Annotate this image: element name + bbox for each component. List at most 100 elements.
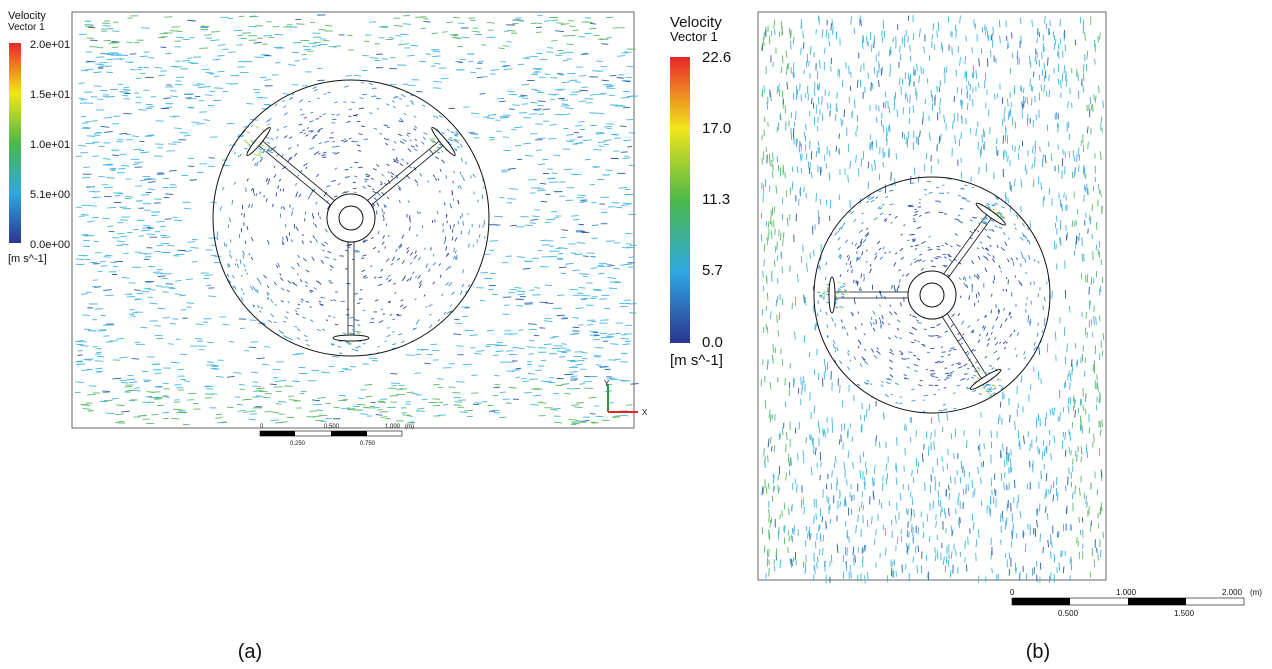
vector: [1049, 188, 1050, 194]
vector: [1080, 426, 1081, 432]
vector: [1025, 97, 1026, 102]
legend-tick: 0.0e+00: [30, 239, 70, 251]
vector: [1089, 287, 1090, 295]
vector: [937, 86, 938, 92]
vector: [115, 414, 123, 415]
vector: [531, 89, 537, 90]
vector: [273, 369, 281, 370]
vector: [1039, 75, 1040, 80]
vector: [553, 308, 562, 309]
vector: [616, 333, 621, 334]
vector: [963, 278, 964, 280]
vector: [574, 132, 579, 133]
vector: [997, 138, 998, 144]
vector: [521, 98, 528, 99]
vector: [935, 547, 936, 553]
vector: [1042, 52, 1043, 59]
vector: [829, 173, 830, 181]
vector: [856, 327, 857, 330]
blade: [333, 335, 369, 341]
vector: [537, 105, 543, 106]
vector: [854, 100, 855, 108]
vector: [791, 132, 792, 140]
vector: [575, 82, 581, 83]
vector: [954, 453, 955, 459]
vector: [162, 292, 169, 293]
vector: [1038, 293, 1039, 297]
vector: [139, 141, 144, 142]
vector: [345, 250, 347, 251]
page: {"panel_a": {"legend": {"title": "Veloci…: [0, 0, 1272, 669]
vector: [559, 98, 565, 99]
vector: [975, 362, 977, 363]
vector: [825, 431, 826, 437]
vector: [412, 394, 419, 395]
vector: [535, 72, 541, 73]
vector: [147, 189, 154, 190]
vector: [503, 150, 510, 151]
vector: [1004, 460, 1005, 467]
vector: [814, 446, 815, 454]
vector: [84, 329, 91, 330]
vector: [849, 536, 850, 543]
vector: [585, 159, 591, 160]
vector: [976, 128, 977, 136]
vector: [557, 351, 565, 352]
vector: [770, 90, 771, 98]
vector: [164, 17, 172, 18]
vector: [916, 91, 917, 100]
vector: [866, 468, 867, 474]
vector: [1006, 36, 1007, 41]
vector: [975, 274, 976, 276]
vector: [992, 34, 993, 40]
vector: [782, 359, 783, 366]
vector: [1038, 371, 1039, 380]
vector: [572, 388, 580, 389]
vector: [883, 148, 884, 153]
vector: [924, 444, 925, 449]
vector: [1063, 149, 1064, 155]
vector: [900, 46, 901, 52]
vector: [1012, 145, 1013, 150]
vector: [932, 371, 934, 372]
vector: [867, 520, 868, 527]
vector: [613, 268, 620, 269]
legend-tick: 17.0: [702, 120, 731, 137]
vector: [416, 411, 425, 412]
legend-tick: 0.0: [702, 334, 723, 351]
vector: [1092, 548, 1093, 556]
vector: [1087, 332, 1088, 338]
vector: [1019, 145, 1020, 151]
vector: [948, 449, 949, 455]
scale-label: 0.500: [324, 424, 340, 430]
vector: [762, 45, 763, 50]
vector: [585, 18, 591, 19]
vector: [942, 352, 946, 353]
vector: [972, 47, 973, 53]
vector: [156, 273, 163, 274]
vector: [806, 124, 807, 130]
vector: [275, 63, 280, 64]
vector: [98, 309, 103, 310]
vector: [1064, 327, 1065, 336]
triad-label: Y: [604, 379, 610, 388]
vector: [403, 24, 411, 25]
vector: [949, 508, 950, 516]
vector: [417, 184, 418, 186]
legend-tick: 1.5e+01: [30, 89, 70, 101]
legend-tick: 5.7: [702, 262, 723, 279]
vector: [119, 133, 127, 134]
legend-title: Velocity: [8, 10, 46, 22]
vector: [1046, 473, 1047, 481]
vector: [627, 146, 632, 147]
vector: [930, 485, 931, 494]
vector: [294, 327, 297, 328]
vector: [186, 279, 193, 280]
vector: [145, 108, 152, 109]
shaft: [339, 206, 363, 230]
vector: [822, 516, 823, 522]
vector: [474, 403, 482, 404]
vector: [131, 316, 136, 317]
vector: [583, 274, 588, 275]
vector: [1078, 236, 1079, 241]
